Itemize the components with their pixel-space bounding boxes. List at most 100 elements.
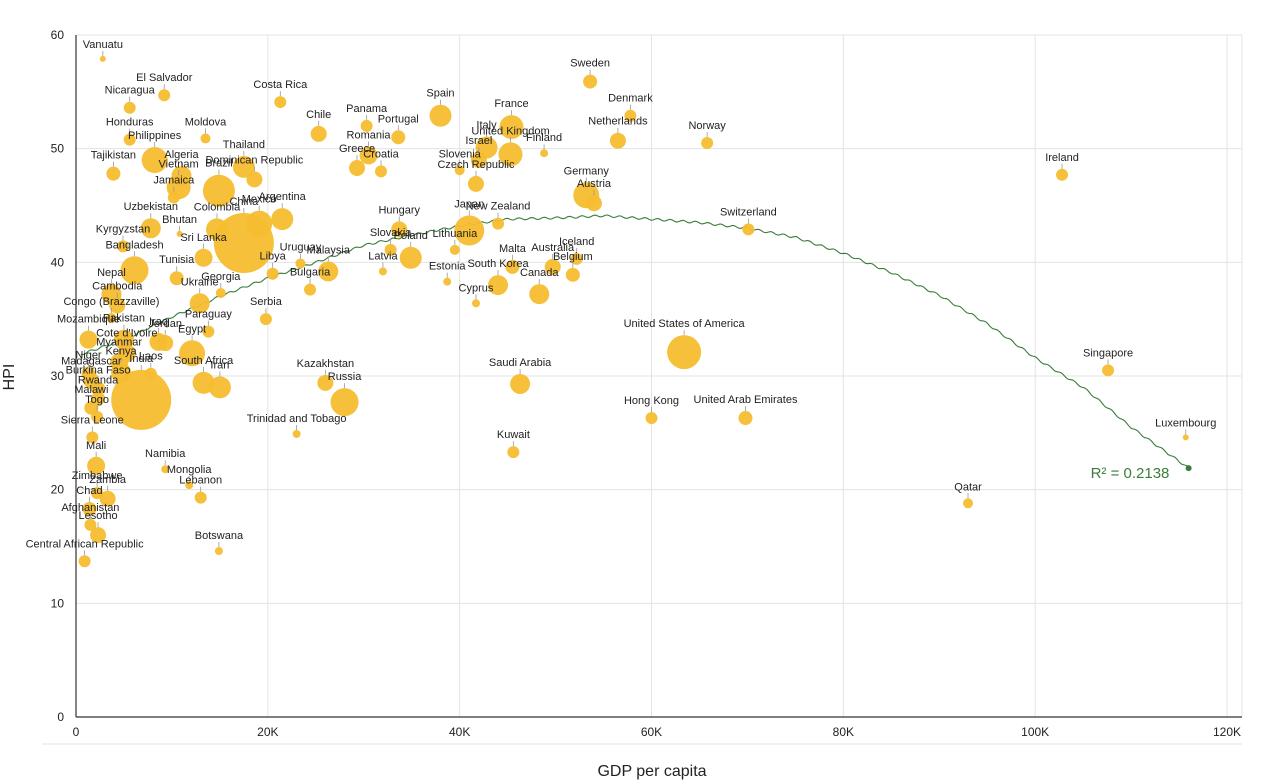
data-point (81, 366, 96, 381)
data-point (507, 446, 520, 459)
data-point (583, 74, 598, 89)
data-point (84, 400, 99, 415)
point-label: Lithuania (433, 228, 479, 240)
data-point (271, 208, 294, 231)
point-label: Bangladesh (105, 239, 163, 251)
data-point (78, 555, 91, 568)
data-point (158, 89, 171, 102)
point-label: Pakistan (103, 313, 145, 325)
data-point (214, 547, 223, 556)
point-label: Nepal (97, 267, 126, 279)
point-label: Mozambique (57, 314, 120, 326)
data-point (645, 412, 658, 425)
point-label: United Kingdom (471, 125, 549, 137)
data-point (176, 230, 183, 237)
point-label: Algeria (164, 149, 199, 161)
point-label: Libya (259, 251, 286, 263)
point-label: Switzerland (720, 206, 777, 218)
data-point (492, 217, 505, 230)
data-point (738, 411, 753, 426)
data-point (90, 527, 107, 544)
point-label: Romania (347, 129, 392, 141)
x-tick-label: 60K (641, 725, 662, 739)
point-label: Israel (465, 135, 492, 147)
point-label: Australia (531, 242, 575, 254)
data-point (106, 313, 117, 324)
data-point (266, 267, 279, 280)
data-point (79, 330, 98, 349)
x-axis-ticks: 0 20K 40K 60K 80K 100K 120K (73, 725, 1241, 739)
point-label: Argentina (259, 191, 307, 203)
y-tick-label: 10 (51, 596, 65, 610)
data-points (78, 55, 1189, 568)
point-label: Niger (75, 350, 102, 362)
data-point (310, 125, 327, 142)
x-axis-title: GDP per capita (597, 763, 706, 780)
data-point (317, 374, 334, 391)
data-point (384, 243, 397, 256)
data-point (202, 325, 215, 338)
axes (75, 35, 1242, 718)
point-label: Cyprus (459, 282, 494, 294)
point-label: Italy (476, 120, 497, 132)
data-point (205, 218, 228, 241)
point-label: Malta (499, 243, 527, 255)
point-label: Uruguay (280, 241, 322, 253)
point-label: Canada (520, 267, 559, 279)
point-label: Tajikistan (91, 150, 136, 162)
point-label: Croatia (363, 148, 399, 160)
point-label: Malawi (74, 384, 108, 396)
point-label: Slovakia (370, 227, 412, 239)
data-point (505, 259, 520, 274)
point-label: Chad (76, 485, 102, 497)
point-label: Hungary (378, 204, 420, 216)
data-point (330, 388, 359, 417)
data-point (470, 152, 487, 169)
data-point (529, 284, 550, 305)
data-point (86, 431, 99, 444)
data-point (99, 490, 116, 507)
x-tick-label: 0 (73, 725, 80, 739)
data-point (106, 166, 121, 181)
data-point (454, 165, 465, 176)
point-label: France (494, 98, 528, 110)
point-label: Lebanon (179, 475, 222, 487)
data-point (157, 335, 174, 352)
point-label: Paraguay (185, 309, 233, 321)
point-label: Russia (328, 371, 363, 383)
point-label: Serbia (250, 296, 283, 308)
data-point (443, 277, 452, 286)
y-tick-label: 0 (57, 710, 64, 724)
point-label: Portugal (378, 113, 419, 125)
trendline-end-marker (1185, 465, 1192, 472)
point-label: Qatar (954, 481, 982, 493)
x-tick-label: 100K (1021, 725, 1049, 739)
data-point (144, 367, 157, 380)
data-point (141, 147, 168, 174)
trendline-group (80, 214, 1192, 472)
y-axis-title: HPI (1, 364, 18, 391)
point-label: Brazil (205, 158, 233, 170)
data-point (360, 119, 373, 132)
point-label: Spain (426, 88, 454, 100)
point-label: Chile (306, 109, 331, 121)
point-label: Norway (688, 120, 726, 132)
data-point (194, 491, 207, 504)
data-point (91, 410, 104, 423)
point-label: Iraq (149, 316, 168, 328)
data-point (498, 142, 523, 167)
point-label: South Africa (174, 355, 234, 367)
gridlines (42, 34, 1243, 745)
point-label: Zambia (89, 474, 127, 486)
data-point (171, 165, 192, 186)
point-label: Netherlands (588, 116, 648, 128)
data-point (84, 518, 97, 531)
point-label: Jamaica (153, 175, 195, 187)
data-point (378, 267, 387, 276)
data-point (232, 155, 255, 178)
x-tick-label: 120K (1213, 725, 1241, 739)
point-label: Central African Republic (26, 538, 145, 550)
data-point (167, 191, 180, 204)
point-label: Burkina Faso (66, 365, 131, 377)
point-label: Vietnam (159, 158, 199, 170)
